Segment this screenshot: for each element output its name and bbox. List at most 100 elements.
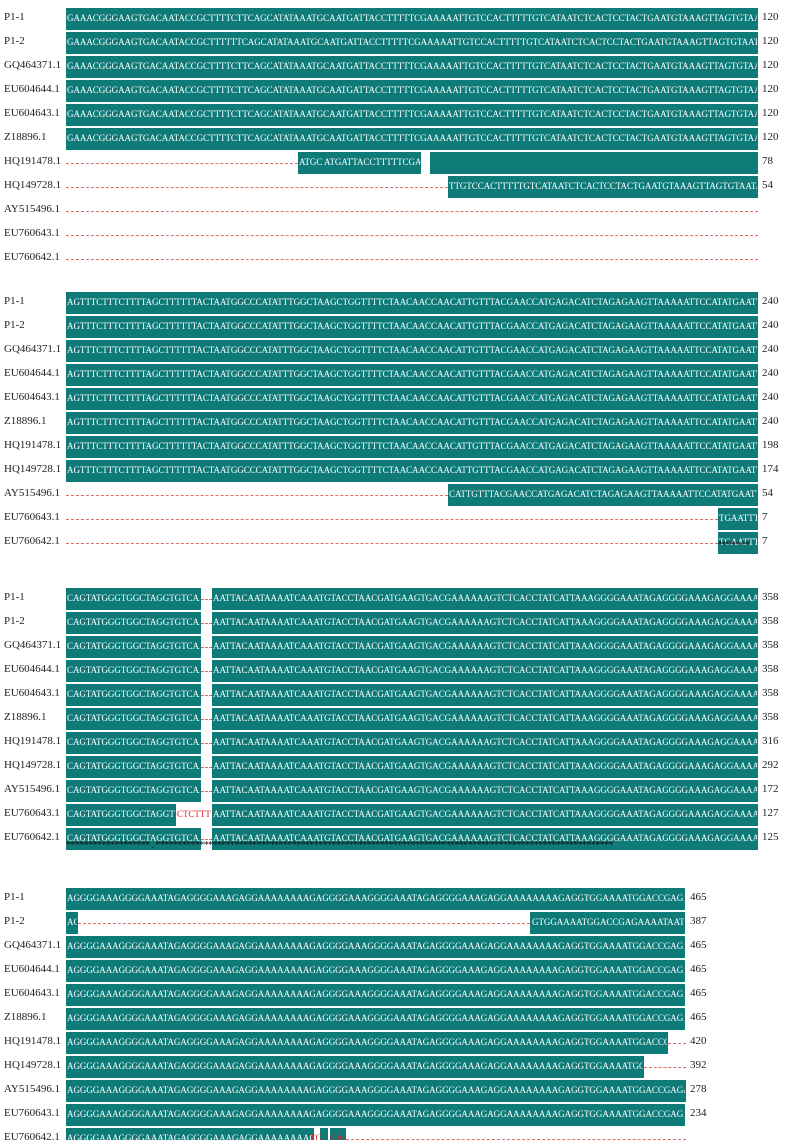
sequence-text: AGGGGAAAGGGGAAATAGAGGGGAAAGAGGAAAAAAAAGA…	[67, 1037, 667, 1047]
gap-line	[201, 719, 212, 720]
sequence-text: ATGC ATGATTACCTTTTTCGAA AATTGTCCACTTTTTG…	[299, 157, 420, 167]
sequence-label: GQ464371.1	[4, 343, 62, 355]
position-number: 78	[762, 155, 773, 167]
identity-block	[66, 340, 758, 362]
identity-block	[66, 1008, 685, 1030]
identity-block	[66, 660, 201, 682]
alignment-row: P1-1 AGTTTCTTTCTTTTAGCTTTTTTACTAATGGCCCAT…	[0, 292, 786, 314]
identity-block	[448, 484, 758, 506]
alignment-row: P1-2 CAGTATGGGTGGCTAGGTGTCAA AATTACAATAAAA…	[0, 612, 786, 634]
sequence-label: EU760643.1	[4, 1107, 60, 1119]
sequence-text: AATTACAATAAAATCAAATGTACCTAACGATGAAGTGACG…	[213, 689, 757, 699]
sequence-text: AATTACAATAAAATCAAATGTACCTAACGATGAAGTGACG…	[213, 641, 757, 651]
gap-line	[201, 647, 212, 648]
alignment-row: EU760642.1 CAGTATGGGTGGCTAGGTGTCAA AATTACA…	[0, 828, 786, 850]
gap-line	[201, 599, 212, 600]
sequence-text: CAGTATGGGTGGCTAGGTG	[67, 809, 175, 819]
sequence-text: AGGGGAAAGGGGAAATAGAGGGGAAAGAGGAAAAAAAAGA…	[67, 989, 684, 999]
sequence-text: AGTTTCTTTCTTTTAGCTTTTTTACTAATGGCCCATATTT…	[67, 417, 757, 427]
identity-block	[66, 104, 758, 126]
alignment-row: EU760642.1	[0, 248, 786, 270]
position-number: 240	[762, 319, 779, 331]
sequence-text: AATTACAATAAAATCAAATGTACCTAACGATGAAGTGACG…	[213, 593, 757, 603]
sequence-text: GAAACGGGAAGTGACAATACCGCTTTTCTTCAGCATATAA…	[67, 13, 757, 23]
sequence-text: AGGGGAAAGGGGAAATAGAGGGGAAAGAGGAAAAAAAAGA…	[67, 893, 684, 903]
gap-line	[201, 671, 212, 672]
alignment-row: Z18896.1 GAAACGGGAAGTGACAATACCGCTTTTCTTCA…	[0, 128, 786, 150]
alignment-row: P1-1 CAGTATGGGTGGCTAGGTGTCAA AATTACAATAAAA…	[0, 588, 786, 610]
alignment-row: AY515496.1 AGGGGAAAGGGGAAATAGAGGGGAAAGAGG…	[0, 1080, 786, 1102]
alignment-row: HQ149728.1 CAGTATGGGTGGCTAGGTGTCAA AATTACA…	[0, 756, 786, 778]
identity-block	[66, 8, 758, 30]
gap-line	[201, 839, 212, 840]
position-number: 465	[690, 1011, 707, 1023]
sequence-text: AGTTTCTTTCTTTTAGCTTTTTTACTAATGGCCCATATTT…	[67, 345, 757, 355]
gap-line	[66, 495, 448, 496]
identity-block	[66, 364, 758, 386]
alignment-row: GQ464371.1 AGGGGAAAGGGGAAATAGAGGGGAAAGAGG…	[0, 936, 786, 958]
sequence-label: HQ149728.1	[4, 463, 62, 475]
sequence-label: Z18896.1	[4, 131, 47, 143]
identity-block	[66, 460, 758, 482]
sequence-label: AY515496.1	[4, 1083, 61, 1095]
identity-block	[66, 588, 201, 610]
identity-block	[66, 612, 201, 634]
identity-block	[66, 960, 685, 982]
position-number: 278	[690, 1083, 707, 1095]
sequence-label: P1-2	[4, 35, 25, 47]
alignment-row: EU760643.1	[0, 224, 786, 246]
sequence-text: AGTTTCTTTCTTTTAGCTTTTTTACTAATGGCCCATATTT…	[67, 369, 757, 379]
position-number: 120	[762, 35, 779, 47]
sequence-text: AGGGGAAAGGGGAAATAGAGGGGAAAGAGGAAAAAAAAGA…	[67, 1061, 643, 1071]
sequence-label: EU604644.1	[4, 963, 60, 975]
gap-line	[66, 187, 448, 188]
sequence-text: CAGTATGGGTGGCTAGGTGTCAA	[67, 761, 200, 771]
alignment-row: GQ464371.1 GAAACGGGAAGTGACAATACCGCTTTTCTT…	[0, 56, 786, 78]
gap-line	[201, 695, 212, 696]
sequence-label: EU604644.1	[4, 663, 60, 675]
sequence-text: GAAACGGGAAGTGACAATACCGCTTTTCTTCAGCATATAA…	[67, 85, 757, 95]
sequence-text: CAGTATGGGTGGCTAGGTGTCAA	[67, 617, 200, 627]
sequence-text: AATTACAATAAAATCAAATGTACCTAACGATGAAGTGACG…	[213, 809, 757, 819]
position-number: 240	[762, 391, 779, 403]
alignment-row: Z18896.1 AGGGGAAAGGGGAAATAGAGGGGAAAGAGGAA…	[0, 1008, 786, 1030]
sequence-text: AATTACAATAAAATCAAATGTACCTAACGATGAAGTGACG…	[213, 617, 757, 627]
alignment-row: P1-2 AGTTTCTTTCTTTTAGCTTTTTTACTAATGGCCCAT…	[0, 316, 786, 338]
sequence-text: GAAACGGGAAGTGACAATACCGCTTTTTTCAGCATATAAA…	[67, 37, 757, 47]
identity-block	[212, 828, 758, 850]
sequence-label: EU760642.1	[4, 1131, 60, 1140]
sequence-text: AATTACAATAAAATCAAATGTACCTAACGATGAAGTGACG…	[213, 761, 757, 771]
gap-line	[66, 211, 758, 212]
position-number: 240	[762, 295, 779, 307]
sequence-text: AGGGGAAAGGGGAAATAGAGGGGAAAGAGGAAAAAAAAGA…	[67, 1013, 684, 1023]
gap-line	[66, 519, 718, 520]
sequence-text: AGTTTCTTTCTTTTAGCTTTTTTACTAATGGCCCATATTT…	[67, 465, 757, 475]
position-number: 358	[762, 639, 779, 651]
sequence-label: HQ191478.1	[4, 735, 62, 747]
sequence-label: AY515496.1	[4, 783, 61, 795]
sequence-text: AGGGGAAAGGGGAAATAGAGGGGAAAGAGGAAAAAAAAGA…	[67, 941, 684, 951]
gap-line	[66, 259, 758, 260]
alignment-row: AY515496.1 CAGTATGGGTGGCTAGGTGTCAA AATTACA…	[0, 780, 786, 802]
sequence-label: P1-1	[4, 11, 25, 23]
sequence-text: TTGTCCACTTTTTGTCATAATCTCACTCCTACTGAATGTA…	[449, 181, 757, 191]
sequence-label: P1-1	[4, 591, 25, 603]
identity-block	[66, 1128, 314, 1140]
sequence-text: AGTTTCTTTCTTTTAGCTTTTTTACTAATGGCCCATATTT…	[67, 321, 757, 331]
position-number: 127	[762, 807, 779, 819]
sequence-label: EU760642.1	[4, 831, 60, 843]
identity-block	[66, 756, 201, 778]
sequence-label: Z18896.1	[4, 415, 47, 427]
identity-block	[66, 316, 758, 338]
alignment-row: HQ191478.1 AGTTTCTTTCTTTTAGCTTTTTTACTAATG…	[0, 436, 786, 458]
identity-block	[66, 636, 201, 658]
sequence-label: P1-1	[4, 891, 25, 903]
identity-block	[212, 612, 758, 634]
alignment-row: EU604643.1 CAGTATGGGTGGCTAGGTGTCAA AATTACA…	[0, 684, 786, 706]
alignment-row: EU604644.1 CAGTATGGGTGGCTAGGTGTCAA AATTACA…	[0, 660, 786, 682]
sequence-text: GAAACGGGAAGTGACAATACCGCTTTTCTTCAGCATATAA…	[67, 109, 757, 119]
alignment-row: HQ149728.1 AGGGGAAAGGGGAAATAGAGGGGAAAGAGG…	[0, 1056, 786, 1078]
identity-block	[212, 804, 758, 826]
alignment-row: Z18896.1 AGTTTCTTTCTTTTAGCTTTTTTACTAATGGC…	[0, 412, 786, 434]
position-number: 465	[690, 987, 707, 999]
